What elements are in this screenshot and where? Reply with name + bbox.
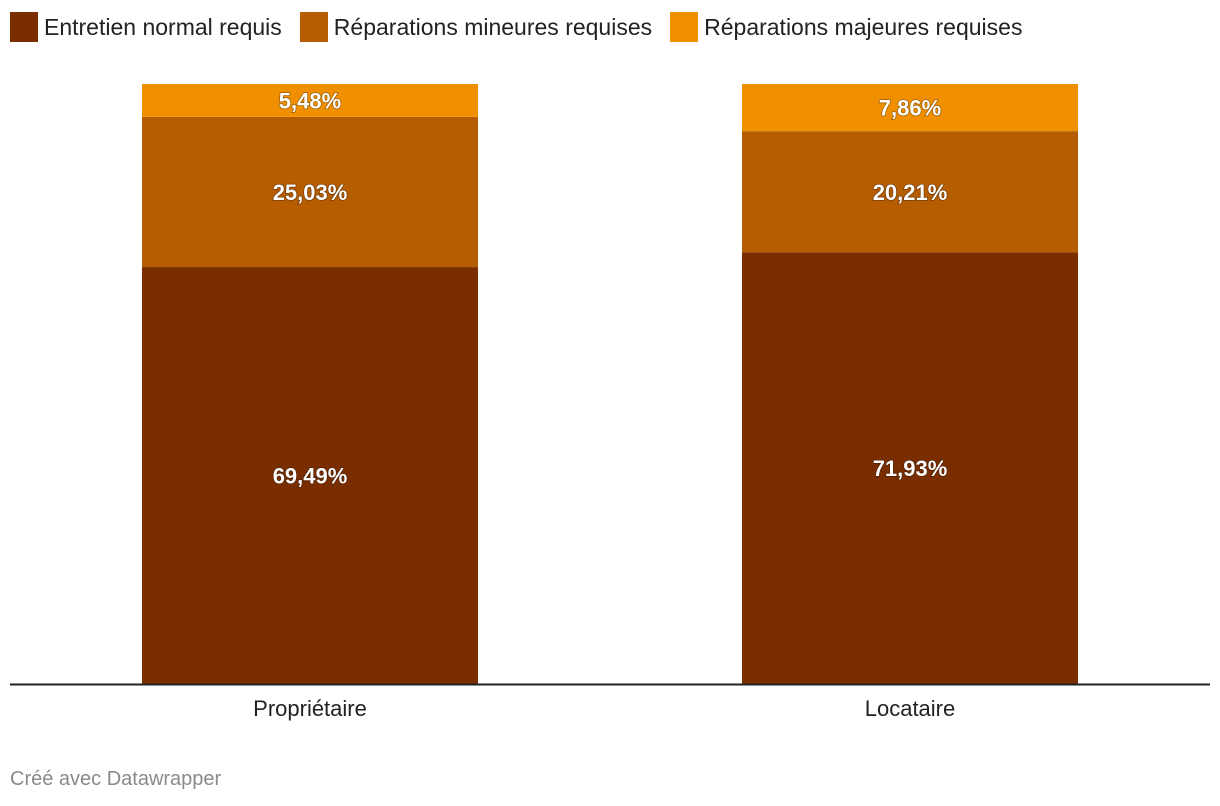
- data-label-proprietaire-entretien-normal-requis: 69,49%: [273, 464, 348, 489]
- data-label-proprietaire-reparations-majeures-requises: 5,48%: [279, 88, 341, 113]
- data-label-locataire-reparations-majeures-requises: 7,86%: [879, 96, 941, 121]
- legend-item-entretien-normal: Entretien normal requis: [10, 12, 282, 42]
- x-tick-label-proprietaire: Propriétaire: [253, 696, 367, 721]
- bar-segment-locataire-entretien-normal-requis: [742, 252, 1078, 685]
- data-label-locataire-entretien-normal-requis: 71,93%: [873, 456, 948, 481]
- legend-label-reparations-mineures: Réparations mineures requises: [333, 13, 653, 40]
- chart-legend: Entretien normal requis Réparations mine…: [10, 10, 1040, 44]
- x-tick-label-locataire: Locataire: [865, 696, 956, 721]
- legend-label-reparations-majeures: Réparations majeures requises: [704, 13, 1023, 40]
- legend-item-reparations-majeures: Réparations majeures requises: [670, 12, 1022, 42]
- legend-label-entretien-normal: Entretien normal requis: [44, 13, 282, 40]
- bar-segment-proprietaire-reparations-majeures-requises: [142, 84, 478, 117]
- bar-segment-proprietaire-reparations-mineures-requises: [142, 116, 478, 268]
- bar-segment-locataire-reparations-mineures-requises: [742, 131, 1078, 253]
- legend-item-reparations-mineures: Réparations mineures requises: [299, 12, 653, 42]
- bar-segment-locataire-reparations-majeures-requises: [742, 84, 1078, 132]
- legend-swatch-entretien-normal: [10, 12, 38, 42]
- legend-swatch-reparations-mineures: [299, 12, 328, 42]
- datawrapper-credit: Créé avec Datawrapper: [10, 768, 222, 790]
- bar-segment-proprietaire-entretien-normal-requis: [142, 267, 478, 684]
- data-label-proprietaire-reparations-mineures-requises: 25,03%: [273, 180, 348, 205]
- legend-swatch-reparations-majeures: [670, 12, 699, 42]
- data-label-locataire-reparations-mineures-requises: 20,21%: [873, 180, 948, 205]
